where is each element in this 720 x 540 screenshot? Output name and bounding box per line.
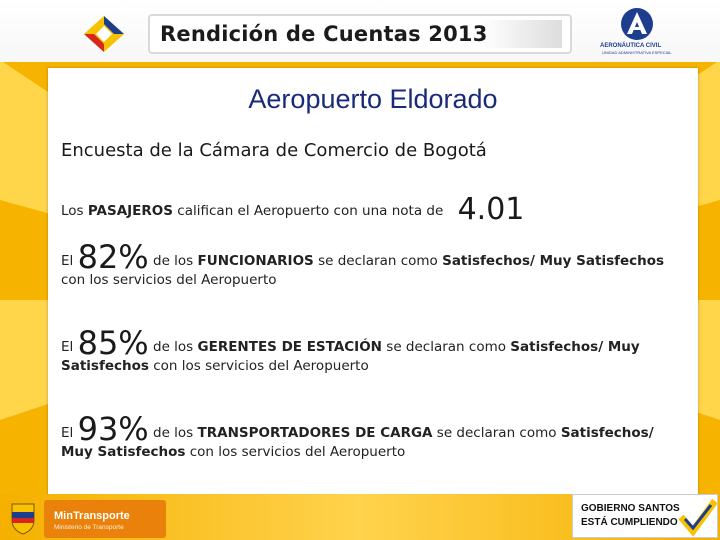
pasajeros-text: califican el Aeropuerto con una nota de: [177, 203, 444, 219]
transportadores-line2-text: con los servicios del Aeropuerto: [189, 444, 406, 460]
header-title-box: Rendición de Cuentas 2013: [148, 14, 572, 54]
gerentes-line-2: Satisfechos con los servicios del Aeropu…: [61, 358, 369, 374]
header-title: Rendición de Cuentas 2013: [160, 22, 488, 46]
funcionarios-de: de los: [153, 253, 194, 269]
aero-logo-name: AERONÁUTICA CIVIL: [600, 43, 662, 49]
transportadores-percent: 93%: [77, 410, 149, 448]
aeronautica-civil-logo-icon: [621, 8, 653, 40]
transportadores-el: El: [61, 425, 74, 441]
gerentes-sat2: Satisfechos: [61, 358, 149, 374]
gerentes-sat1: Satisfechos/ Muy: [510, 339, 640, 355]
gov-line1: GOBIERNO SANTOS: [581, 503, 680, 514]
colombia-crest-icon: [11, 503, 35, 535]
funcionarios-percent: 82%: [77, 238, 149, 276]
funcionarios-line-2: con los servicios del Aeropuerto: [61, 272, 277, 288]
gov-line2: ESTÁ CUMPLIENDO: [581, 517, 678, 528]
gerentes-el: El: [61, 339, 74, 355]
gerentes-de: de los: [153, 339, 194, 355]
transportadores-sat1: Satisfechos/: [560, 425, 654, 441]
content-panel: Aeropuerto Eldorado Encuesta de la Cámar…: [48, 68, 698, 498]
rendicion-logo-icon: [84, 16, 124, 52]
gerentes-percent: 85%: [77, 324, 149, 362]
ministry-sub: Ministerio de Transporte: [54, 524, 124, 531]
checkmark-icon: [678, 498, 717, 537]
transportadores-mid: se declaran como: [436, 425, 557, 441]
funcionarios-mid: se declaran como: [318, 253, 438, 269]
gobierno-santos-logo: GOBIERNO SANTOS ESTÁ CUMPLIENDO: [572, 494, 718, 538]
mintransporte-logo: MinTransporte Ministerio de Transporte: [44, 500, 166, 538]
gerentes-line-1: El 85% de los GERENTES DE ESTACIÓN se de…: [61, 324, 640, 362]
pasajeros-key: PASAJEROS: [87, 203, 173, 219]
funcionarios-el: El: [61, 253, 74, 269]
pasajeros-line: Los PASAJEROS califican el Aeropuerto co…: [61, 192, 524, 227]
pasajeros-prefix: Los: [61, 203, 84, 219]
gerentes-key: GERENTES DE ESTACIÓN: [197, 339, 382, 355]
transportadores-key: TRANSPORTADORES DE CARGA: [197, 425, 433, 441]
pasajeros-score: 4.01: [457, 192, 525, 227]
funcionarios-key: FUNCIONARIOS: [197, 253, 314, 269]
gerentes-line2-text: con los servicios del Aeropuerto: [153, 358, 369, 374]
transportadores-line-1: El 93% de los TRANSPORTADORES DE CARGA s…: [61, 410, 654, 448]
aero-logo-sub: UNIDAD ADMINISTRATIVA ESPECIAL: [602, 50, 672, 55]
transportadores-line-2: Muy Satisfechos con los servicios del Ae…: [61, 444, 405, 460]
slide-title: Aeropuerto Eldorado: [248, 84, 498, 114]
funcionarios-line-1: El 82% de los FUNCIONARIOS se declaran c…: [61, 238, 664, 276]
funcionarios-sat: Satisfechos/ Muy Satisfechos: [442, 253, 665, 269]
transportadores-sat2: Muy Satisfechos: [61, 444, 186, 460]
transportadores-de: de los: [153, 425, 194, 441]
survey-heading: Encuesta de la Cámara de Comercio de Bog…: [61, 140, 487, 161]
ministry-name: MinTransporte: [54, 510, 130, 522]
gerentes-mid: se declaran como: [386, 339, 506, 355]
